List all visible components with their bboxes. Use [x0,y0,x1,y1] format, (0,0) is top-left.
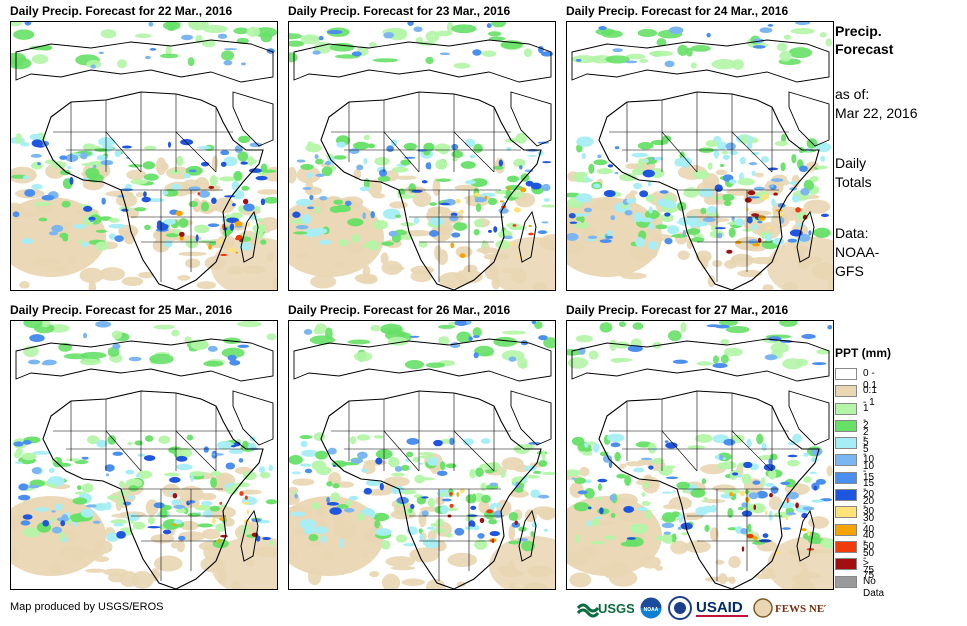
legend-title: PPT (mm) [835,346,892,360]
panel-title: Daily Precip. Forecast for 25 Mar., 2016 [10,303,233,317]
noaa-logo: NOAA [639,596,663,620]
precip-map [10,21,278,291]
legend-label: 30 - 40 [863,506,875,542]
forecast-panel-22-mar: Daily Precip. Forecast for 22 Mar., 2016 [10,2,278,292]
svg-text:USAID: USAID [696,599,743,616]
legend-swatch [835,419,857,432]
svg-text:USGS: USGS [598,601,634,616]
side-info: Precip. Forecast as of: Mar 22, 2016 Dai… [835,22,960,281]
legend-swatch [835,437,857,450]
africa-precip-map [567,22,833,290]
precip-map [566,320,834,590]
forecast-panel-24-mar: Daily Precip. Forecast for 24 Mar., 2016 [566,2,834,292]
legend-label: 0 - 0.1 [863,368,877,391]
precip-map [288,21,556,291]
fews-net-logo: FEWS NET [753,598,826,618]
usaid-logo: USAID [696,599,748,617]
legend-label: 20 - 30 [863,489,875,525]
africa-precip-map [289,321,555,589]
legend-label: 40 - 50 [863,523,875,559]
legend-swatch [835,454,857,467]
legend-label: 50 - 75 [863,540,875,576]
legend-label: > 75 [863,558,875,582]
africa-precip-map [11,321,277,589]
africa-precip-map [567,321,833,589]
legend-label: 1 - 2 [863,402,869,438]
panel-title: Daily Precip. Forecast for 26 Mar., 2016 [288,303,511,317]
panel-title: Daily Precip. Forecast for 22 Mar., 2016 [10,4,233,18]
legend-swatch [835,385,857,398]
logo-strip: USGS NOAA USAID FEWS NET [576,594,826,622]
forecast-panel-23-mar: Daily Precip. Forecast for 23 Mar., 2016 [288,2,556,292]
forecast-panel-25-mar: Daily Precip. Forecast for 25 Mar., 2016 [10,301,278,591]
legend-swatch [835,575,857,588]
legend-swatch [835,402,857,415]
data-line3: GFS [835,263,864,279]
legend-swatch [835,540,857,553]
totals-line1: Daily [835,155,867,171]
panel-title: Daily Precip. Forecast for 24 Mar., 2016 [566,4,789,18]
svg-text:NOAA: NOAA [644,607,659,613]
legend-label: 10 - 15 [863,454,875,490]
usaid-seal-logo [668,596,692,620]
legend-swatch [835,558,857,571]
svg-text:FEWS NET: FEWS NET [775,603,826,615]
credit-text: Map produced by USGS/EROS [10,601,164,613]
forecast-panel-26-mar: Daily Precip. Forecast for 26 Mar., 2016 [288,301,556,591]
legend-label: 15 - 20 [863,471,875,507]
side-title-line1: Precip. [835,23,882,39]
africa-precip-map [289,22,555,290]
legend-swatch [835,368,857,380]
legend-label: 5 - 10 [863,437,875,473]
usgs-logo: USGS [576,601,634,618]
legend-label: 2 - 5 [863,419,869,455]
africa-precip-map [11,22,277,290]
legend-swatch [835,489,857,502]
precip-map [566,21,834,291]
legend-swatch [835,506,857,519]
precip-map [10,320,278,590]
asof-label: as of: [835,86,870,102]
legend-swatch [835,471,857,484]
precip-map [288,320,556,590]
data-line2: NOAA- [835,244,880,260]
legend-label: No Data [863,575,885,599]
legend-swatch [835,523,857,536]
panel-title: Daily Precip. Forecast for 23 Mar., 2016 [288,4,511,18]
asof-date: Mar 22, 2016 [835,105,918,121]
side-title-line2: Forecast [835,41,894,57]
legend-label: 0.1 - 1 [863,385,877,409]
panel-title: Daily Precip. Forecast for 27 Mar., 2016 [566,303,789,317]
data-line1: Data: [835,225,869,241]
forecast-panel-27-mar: Daily Precip. Forecast for 27 Mar., 2016 [566,301,834,591]
totals-line2: Totals [835,174,872,190]
